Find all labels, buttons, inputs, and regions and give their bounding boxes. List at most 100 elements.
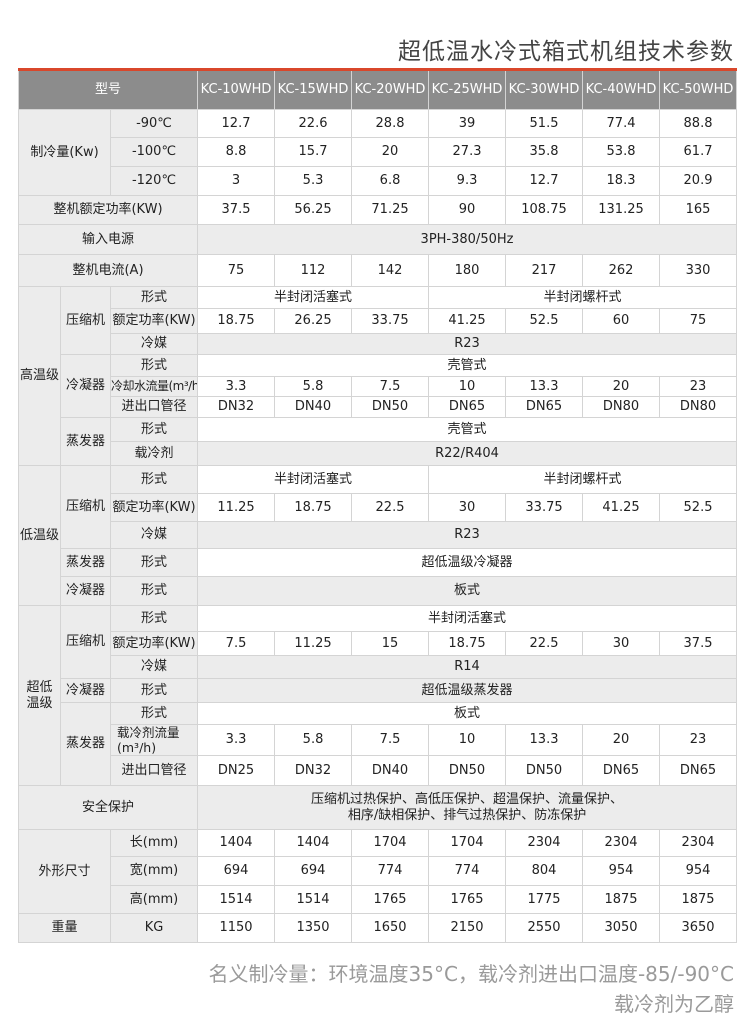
evaporator-label: 蒸发器 — [60, 548, 111, 577]
table-row: 蒸发器 形式 壳管式 — [19, 417, 738, 466]
value-cell: 3650 — [659, 913, 738, 943]
table-row: 额定功率(KW) 18.75 26.25 33.75 41.25 52.5 60 75 — [19, 308, 738, 334]
value-cell: 20 — [351, 137, 430, 167]
table-row: 安全保护 压缩机过热保护、高低压保护、超温保护、流量保护、 相序/缺相保护、排气… — [17, 785, 738, 830]
dimension-label: 高(mm) — [109, 885, 199, 914]
power-label: 额定功率(KW) — [109, 493, 199, 522]
ultra-stage-label: 超低温级 — [18, 605, 61, 786]
model-name: KC-10WHD — [197, 69, 276, 110]
high-stage-label: 高温级 — [18, 286, 61, 466]
value-cell: 330 — [659, 254, 738, 287]
table-row: 高温级 压缩机 形式 半封闭活塞式 半封闭螺杆式 — [18, 286, 738, 466]
value-cell: DN50 — [505, 755, 584, 786]
value-cell: 1514 — [274, 885, 353, 914]
value-cell: 954 — [659, 856, 738, 886]
table-row: 蒸发器 形式 超低温级冷凝器 — [19, 548, 738, 577]
value-cell: 774 — [351, 856, 430, 886]
coolant-label: 载冷剂 — [109, 441, 199, 466]
value-cell: 142 — [351, 254, 430, 287]
pipe-label: 进出口管径 — [109, 755, 199, 786]
compressor-label: 压缩机 — [60, 605, 111, 679]
value-cell: 1875 — [659, 885, 738, 914]
table-row: 冷却水流量(m³/h) 3.3 5.8 7.5 10 13.3 20 23 — [19, 376, 738, 397]
model-name: KC-20WHD — [351, 69, 430, 110]
value-cell: 7.5 — [197, 631, 276, 656]
value-cell: 2550 — [505, 913, 584, 943]
current-label: 整机电流(A) — [17, 254, 199, 287]
refrigerant-value: R23 — [197, 521, 738, 549]
value-cell: 1404 — [197, 829, 276, 857]
value-cell: 2304 — [582, 829, 661, 857]
evaporator-label: 蒸发器 — [60, 417, 111, 466]
table-row: 整机电流(A) 75 112 142 180 217 262 330 — [17, 254, 738, 287]
table-row: 低温级 压缩机 形式 半封闭活塞式 半封闭螺杆式 — [18, 465, 738, 606]
value-cell: DN25 — [197, 755, 276, 786]
value-cell: 1404 — [274, 829, 353, 857]
safety-line: 压缩机过热保护、高低压保护、超温保护、流量保护、 — [311, 791, 624, 807]
pipe-label: 进出口管径 — [109, 396, 199, 418]
value-cell: 8.8 — [197, 137, 276, 167]
value-cell: 35.8 — [505, 137, 584, 167]
coolant-value: R22/R404 — [197, 441, 738, 466]
value-cell: DN80 — [582, 396, 661, 418]
value-cell: 75 — [659, 308, 738, 334]
value-cell: 60 — [582, 308, 661, 334]
value-cell: 1650 — [351, 913, 430, 943]
model-name: KC-25WHD — [428, 69, 507, 110]
value-cell: 1765 — [351, 885, 430, 914]
type-value: 板式 — [197, 576, 738, 606]
weight-label: 重量 — [18, 913, 111, 943]
footnote: 名义制冷量：环境温度35°C，载冷剂进出口温度-85/-90°C — [208, 962, 734, 986]
model-header: 型号 — [17, 69, 199, 110]
value-cell: 52.5 — [659, 493, 738, 522]
header-row: 型号 KC-10WHD KC-15WHD KC-20WHD KC-25WHD K… — [17, 69, 738, 110]
type-value: 超低温级冷凝器 — [197, 548, 738, 577]
safety-value: 压缩机过热保护、高低压保护、超温保护、流量保护、 相序/缺相保护、排气过热保护、… — [197, 785, 738, 830]
value-cell: 33.75 — [351, 308, 430, 334]
value-cell: 774 — [428, 856, 507, 886]
type-label: 形式 — [109, 548, 199, 577]
value-cell: 217 — [505, 254, 584, 287]
table-row: 冷凝器 形式 超低温级蒸发器 — [18, 678, 738, 703]
value-cell: 52.5 — [505, 308, 584, 334]
weight-unit: KG — [109, 913, 199, 943]
value-cell: 10 — [428, 376, 507, 397]
value-cell: 56.25 — [274, 195, 353, 225]
value-cell: 18.75 — [274, 493, 353, 522]
spec-table: 型号 KC-10WHD KC-15WHD KC-20WHD KC-25WHD K… — [17, 68, 738, 943]
value-cell: 11.25 — [197, 493, 276, 522]
value-cell: DN80 — [659, 396, 738, 418]
table-row: 超低温级 压缩机 形式 半封闭活塞式 — [18, 605, 738, 786]
table-row: -120℃ 3 5.3 6.8 9.3 12.7 18.3 20.9 — [19, 166, 738, 196]
value-cell: 262 — [582, 254, 661, 287]
type-value: 板式 — [197, 702, 738, 725]
value-cell: 90 — [428, 195, 507, 225]
dimensions-label: 外形尺寸 — [18, 829, 111, 914]
value-cell: 61.7 — [659, 137, 738, 167]
value-cell: 15.7 — [274, 137, 353, 167]
compressor-label: 压缩机 — [60, 465, 111, 549]
type-value: 半封闭螺杆式 — [428, 465, 738, 494]
type-label: 形式 — [109, 465, 199, 494]
table-row: 冷凝器 形式 壳管式 — [19, 354, 738, 418]
temp-label: -90℃ — [109, 109, 199, 138]
value-cell: 694 — [274, 856, 353, 886]
power-label: 额定功率(KW) — [109, 308, 199, 334]
value-cell: DN32 — [197, 396, 276, 418]
model-name: KC-40WHD — [582, 69, 661, 110]
table-row: 输入电源 3PH-380/50Hz — [17, 224, 738, 255]
value-cell: 954 — [582, 856, 661, 886]
value-cell: 71.25 — [351, 195, 430, 225]
value-cell: 30 — [428, 493, 507, 522]
value-cell: 131.25 — [582, 195, 661, 225]
value-cell: 22.6 — [274, 109, 353, 138]
compressor-label: 压缩机 — [60, 286, 111, 355]
table-row: 冷凝器 形式 板式 — [18, 576, 738, 606]
value-cell: 1704 — [351, 829, 430, 857]
table-row: 整机额定功率(KW) 37.5 56.25 71.25 90 108.75 131.25 1… — [17, 195, 738, 225]
value-cell: 53.8 — [582, 137, 661, 167]
value-cell: 1150 — [197, 913, 276, 943]
refrigerant-label: 冷媒 — [109, 333, 199, 355]
temp-label: -120℃ — [109, 166, 199, 196]
value-cell: 3.3 — [197, 724, 276, 756]
